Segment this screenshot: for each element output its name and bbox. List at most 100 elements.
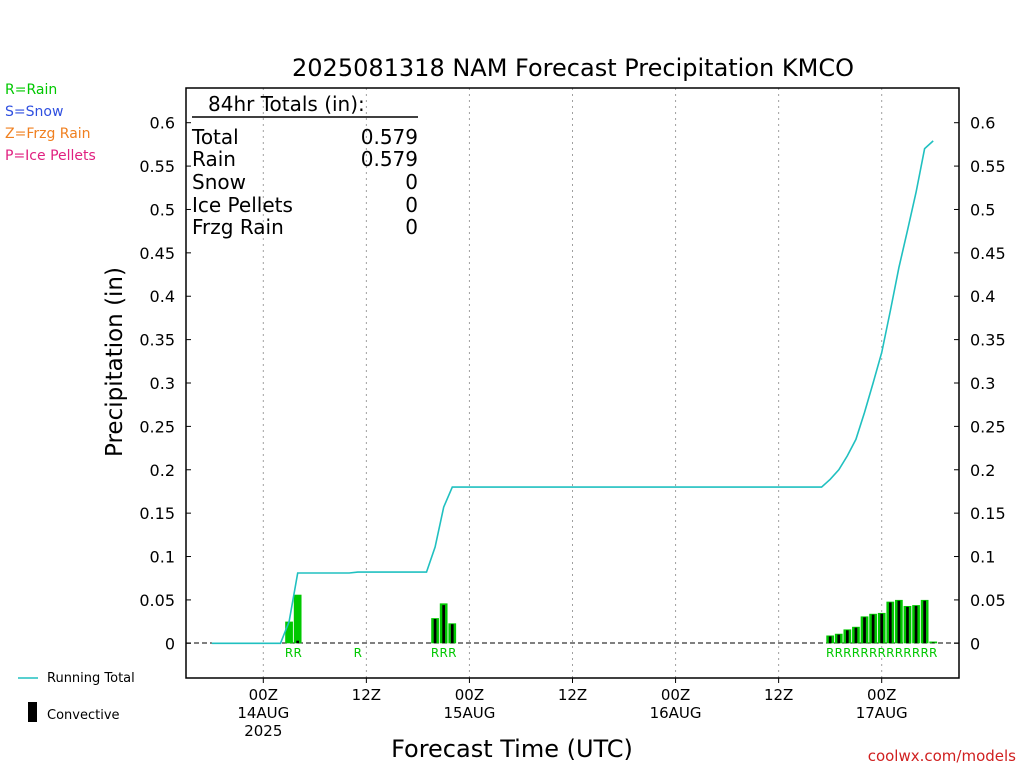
y-tick-label-left: 0.25 [139,417,175,436]
running-total-series [211,140,934,645]
y-tick-label-left: 0.15 [139,504,175,523]
convective-bar [845,630,849,644]
y-tick-label-left: 0.3 [150,374,175,393]
y-tick-label-left: 0.1 [150,548,175,567]
totals-total-label: Total [191,125,239,149]
ptype-label: R [835,646,843,660]
y-axis-label: Precipitation (in) [102,267,128,457]
x-tick-label: 2025 [244,722,282,740]
ptype-label: R [860,646,868,660]
ptype-label: R [439,646,447,660]
y-axis-ticks: 0 00.05 0.050.1 0.10.15 0.150.2 0.20.25 0.250.… [139,114,1005,654]
totals-frzg-rain-value: 0 [405,215,418,239]
ptype-label: R [448,646,456,660]
y-tick-label-left: 0.55 [139,157,175,176]
ptype-label: R [920,646,928,660]
totals-rain-value: 0.579 [361,147,418,171]
x-tick-label: 15AUG [443,704,495,722]
source-credit: coolwx.com/models [868,747,1016,765]
convective-bar [442,605,446,644]
y-tick-label-left: 0.45 [139,244,175,263]
convective-bar [923,600,926,644]
y-tick-label-right: 0.3 [970,374,995,393]
ptype-label: R [912,646,920,660]
y-tick-label-left: 0.4 [150,287,175,306]
ptype-label: R [903,646,911,660]
convective-bar [828,636,832,644]
totals-ice-pellets-label: Ice Pellets [192,193,293,217]
totals-snow-value: 0 [405,170,418,194]
y-tick-label-left: 0.35 [139,331,175,350]
ptype-key-frzg-rain: Z=Frzg Rain [5,126,91,142]
convective-bar [450,624,454,644]
chart-title: 2025081318 NAM Forecast Precipitation KM… [292,54,854,82]
ptype-label: R [869,646,877,660]
ptype-label: R [895,646,903,660]
convective-bar [871,614,875,644]
totals-ice-pellets-value: 0 [405,193,418,217]
ptype-label: R [293,646,301,660]
ptype-label: R [852,646,860,660]
ptype-label: R [285,646,293,660]
convective-bar [433,619,437,644]
x-tick-label: 12Z [764,686,793,704]
ptype-label: R [354,646,362,660]
ptype-label: R [929,646,937,660]
ptype-key: R=Rain S=Snow Z=Frzg Rain P=Ice Pellets [5,79,96,167]
totals-total-value: 0.579 [361,125,418,149]
y-tick-label-right: 0.45 [970,244,1006,263]
convective-legend-label: Convective [47,708,120,723]
y-tick-label-right: 0.6 [970,114,995,133]
totals-rain-label: Rain [192,147,236,171]
rain-bar [285,621,293,644]
y-tick-label-right: 0.1 [970,548,995,567]
y-tick-label-left: 0.6 [150,114,175,133]
y-tick-label-right: 0.5 [970,200,995,219]
ptype-key-snow: S=Snow [5,104,64,120]
ptype-key-rain: R=Rain [5,82,58,98]
x-tick-label: 17AUG [856,704,908,722]
x-tick-label: 12Z [558,686,587,704]
rain-bar [293,594,302,644]
ptype-label: R [826,646,834,660]
y-tick-label-left: 0.05 [139,591,175,610]
totals-header: 84hr Totals (in): [208,92,365,116]
y-tick-label-right: 0.55 [970,157,1006,176]
y-tick-label-right: 0.25 [970,417,1006,436]
x-tick-label: 16AUG [650,704,702,722]
x-tick-label: 00Z [661,686,690,704]
y-tick-label-right: 0.05 [970,591,1006,610]
convective-legend-swatch [28,702,37,722]
x-tick-label: 12Z [352,686,381,704]
x-tick-label: 00Z [455,686,484,704]
y-tick-label-right: 0.35 [970,331,1006,350]
convective-bar [837,634,841,644]
ptype-label: R [843,646,851,660]
ptype-label: R [878,646,886,660]
running-total-legend-label: Running Total [47,671,135,686]
convective-bar [880,613,884,644]
convective-bar [906,606,909,644]
ptype-key-ice-pellets: P=Ice Pellets [5,148,96,164]
convective-bar [296,640,300,644]
y-tick-label-right: 0.4 [970,287,995,306]
series-legend: Running Total Convective [18,671,135,723]
grid-lines [262,88,883,678]
convective-bar [897,600,901,644]
x-tick-label: 00Z [867,686,896,704]
y-tick-label-right: 0.15 [970,504,1006,523]
convective-bar [931,642,935,644]
ptype-label: R [431,646,439,660]
convective-bar [888,602,892,644]
y-tick-label-right: 0 [970,634,980,653]
running-total-line [211,140,934,645]
y-tick-label-left: 0.5 [150,200,175,219]
convective-bar [854,627,858,644]
convective-bar [863,617,866,644]
x-axis-label: Forecast Time (UTC) [391,735,633,763]
x-tick-label: 00Z [249,686,278,704]
precip-bars [285,594,938,644]
